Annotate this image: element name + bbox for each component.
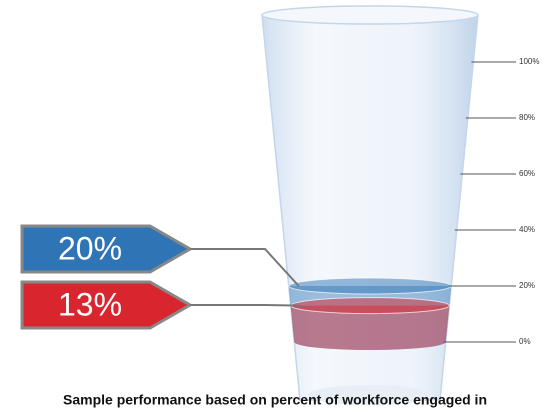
tick-label: 80% [519,113,535,122]
tick-label: 100% [519,57,539,66]
caption: Sample performance based on percent of w… [63,392,487,408]
value-label: 20% [58,230,122,266]
chart: 0% 20% 40% 60% 80% 100% 20% 13% Sample perform… [0,0,550,412]
tick-label: 60% [519,169,535,178]
connector [190,249,299,286]
liquid-surface [291,298,450,314]
tick-label: 40% [519,225,535,234]
tick-label: 0% [519,337,531,346]
liquid-surface [289,278,452,294]
connector [190,305,301,306]
labels: 20% 13% [22,226,301,328]
fills [289,278,452,350]
value-label: 13% [58,286,122,322]
glass-rim [262,6,478,24]
page: {"chart_data": {"type": "glass", "captio… [0,0,550,412]
tick-label: 20% [519,281,535,290]
